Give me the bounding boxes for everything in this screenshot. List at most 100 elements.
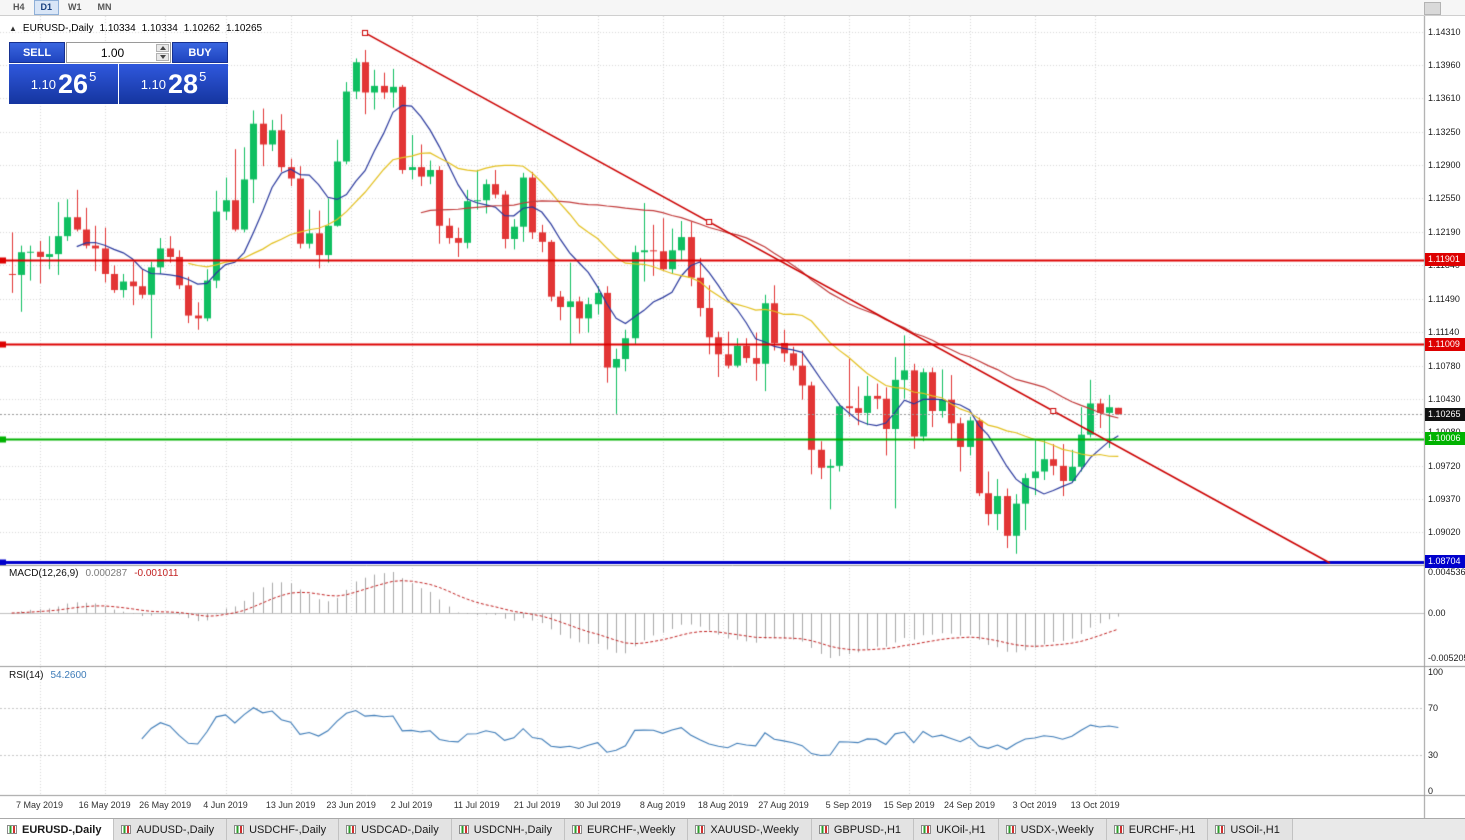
- rsi-axis-label: 0: [1428, 786, 1434, 796]
- chart-tab-xauusd-weekly[interactable]: XAUUSD-,Weekly: [688, 819, 812, 840]
- volume-spinner: [156, 44, 169, 61]
- scrollbar-thumb[interactable]: [1424, 2, 1441, 15]
- timeframe-toolbar: H4 D1 W1 MN: [0, 0, 1465, 16]
- volume-value: 1.00: [100, 45, 125, 60]
- date-axis-label: 23 Jun 2019: [326, 800, 376, 810]
- chart-tab-label: USOil-,H1: [1230, 823, 1280, 836]
- chart-tab-label: USDX-,Weekly: [1020, 823, 1094, 836]
- timeframe-button-w1[interactable]: W1: [68, 2, 82, 12]
- date-axis-label: 5 Sep 2019: [825, 800, 872, 810]
- macd-main-value: 0.000287: [85, 568, 128, 579]
- chart-tab-label: GBPUSD-,H1: [833, 823, 902, 836]
- price-axis-label: 1.11490: [1428, 293, 1460, 304]
- macd-signal-value: -0.001011: [134, 568, 179, 579]
- timeframe-button-mn[interactable]: MN: [97, 2, 112, 12]
- date-axis-label: 8 Aug 2019: [639, 800, 686, 810]
- chart-window: ▲ EURUSD-,Daily 1.10334 1.10334 1.10 26 2 …: [0, 16, 1465, 818]
- rsi-indicator-label: RSI(14) 54.2600: [9, 670, 87, 681]
- volume-input[interactable]: 1.00: [66, 42, 171, 63]
- chart-icon: [458, 825, 469, 834]
- one-click-collapse-arrow[interactable]: ▲: [9, 24, 17, 33]
- chart-tab-label: USDCNH-,Daily: [473, 823, 552, 836]
- ask-prefix: 1.10: [140, 76, 167, 92]
- price-tag: 1.11901: [1425, 253, 1465, 267]
- price-axis-label: 1.13960: [1428, 60, 1461, 71]
- chart-icon: [1113, 825, 1124, 834]
- price-tag: 1.08704: [1425, 555, 1465, 569]
- date-axis-label: 3 Oct 2019: [1012, 800, 1057, 810]
- price-chart-canvas[interactable]: [0, 16, 1465, 818]
- date-axis-label: 30 Jul 2019: [574, 800, 621, 810]
- chart-tab-usdcnh-daily[interactable]: USDCNH-,Daily: [451, 819, 565, 840]
- macd-axis-label: 0.004536: [1428, 567, 1465, 577]
- high-value: 1.10334: [141, 23, 178, 34]
- timeframe-button-d1[interactable]: D1: [33, 0, 60, 15]
- bid-pipette: 5: [89, 68, 97, 84]
- bid-big-digits: 26: [58, 68, 89, 99]
- timeframe-button-h4[interactable]: H4: [13, 2, 25, 12]
- date-axis-label: 2 Jul 2019: [390, 800, 433, 810]
- macd-axis-label: 0.00: [1428, 608, 1446, 619]
- chart-tab-label: XAUUSD-,Weekly: [710, 823, 799, 836]
- chart-tab-audusd-daily[interactable]: AUDUSD-,Daily: [114, 819, 228, 840]
- rsi-name: RSI(14): [9, 670, 44, 681]
- buy-button[interactable]: BUY: [172, 42, 228, 63]
- ask-pipette: 5: [199, 68, 207, 84]
- date-axis-label: 27 Aug 2019: [758, 800, 809, 810]
- chart-tab-bar: EURUSD-,Daily AUDUSD-,Daily USDCHF-,Daily U…: [0, 818, 1465, 840]
- date-axis-label: 15 Sep 2019: [883, 800, 935, 810]
- buy-price-button[interactable]: 1.10 28 5: [119, 64, 228, 104]
- chart-tab-usdx-weekly[interactable]: USDX-,Weekly: [998, 819, 1107, 840]
- volume-increase-button[interactable]: [156, 44, 169, 52]
- price-axis-label: 1.12190: [1428, 227, 1461, 238]
- chart-tab-eurchf-weekly[interactable]: EURCHF-,Weekly: [564, 819, 689, 840]
- date-axis-label: 13 Oct 2019: [1070, 800, 1120, 810]
- chart-tab-eurusd-daily[interactable]: EURUSD-,Daily: [0, 819, 115, 840]
- price-axis-label: 1.12550: [1428, 193, 1461, 204]
- rsi-axis-label: 100: [1428, 667, 1444, 677]
- volume-decrease-button[interactable]: [156, 53, 169, 61]
- sell-price-button[interactable]: 1.10 26 5: [9, 64, 118, 104]
- chart-icon: [234, 825, 245, 834]
- chart-icon: [695, 825, 706, 834]
- date-axis-label: 26 May 2019: [139, 800, 192, 810]
- chart-tab-ukoil-h1[interactable]: UKOil-,H1: [914, 819, 999, 840]
- price-axis-label: 1.09370: [1428, 493, 1461, 504]
- chart-tab-usdchf-daily[interactable]: USDCHF-,Daily: [227, 819, 340, 840]
- low-value: 1.10262: [183, 23, 220, 34]
- price-axis-label: 1.13250: [1428, 127, 1461, 138]
- chart-icon: [818, 825, 829, 834]
- chart-tab-label: USDCHF-,Daily: [249, 823, 327, 836]
- macd-axis-label: -0.005205: [1428, 653, 1465, 663]
- chart-ohlc-header: ▲ EURUSD-,Daily 1.10334 1.10334 1.10262 …: [9, 23, 262, 34]
- price-tag: 1.11009: [1425, 337, 1465, 351]
- price-axis-label: 1.10430: [1428, 393, 1461, 404]
- macd-name: MACD(12,26,9): [9, 568, 79, 579]
- price-axis-label: 1.13610: [1428, 93, 1461, 104]
- chart-tab-usdcad-daily[interactable]: USDCAD-,Daily: [339, 819, 452, 840]
- date-axis-label: 21 Jul 2019: [513, 800, 561, 810]
- chart-tab-gbpusd-h1[interactable]: GBPUSD-,H1: [811, 819, 915, 840]
- date-axis-label: 7 May 2019: [16, 800, 64, 810]
- chart-icon: [121, 825, 132, 834]
- macd-indicator-label: MACD(12,26,9) 0.000287 -0.001011: [9, 568, 178, 579]
- symbol-period-label: EURUSD-,Daily: [22, 23, 94, 34]
- chart-icon: [1215, 825, 1226, 834]
- price-axis-label: 1.10080: [1428, 427, 1461, 437]
- date-axis-label: 4 Jun 2019: [203, 800, 248, 810]
- date-axis-label: 13 Jun 2019: [265, 800, 316, 810]
- open-value: 1.10334: [99, 23, 136, 34]
- ask-big-digits: 28: [168, 68, 199, 99]
- chart-tab-label: AUDUSD-,Daily: [136, 823, 215, 836]
- chart-tab-usoil-h1[interactable]: USOil-,H1: [1208, 819, 1293, 840]
- one-click-trading-panel: SELL 1.00 BUY 1.10 26 5 1.10 28 5: [9, 42, 228, 104]
- price-axis-label: 1.09720: [1428, 460, 1461, 471]
- sell-button[interactable]: SELL: [9, 42, 65, 63]
- chart-tab-label: EURCHF-,Weekly: [586, 823, 676, 836]
- date-axis-label: 24 Sep 2019: [944, 800, 996, 810]
- price-axis-label: 1.14310: [1428, 27, 1461, 37]
- chart-icon: [346, 825, 357, 834]
- chart-tab-label: EURUSD-,Daily: [22, 823, 102, 836]
- price-axis-label: 1.09020: [1428, 527, 1461, 537]
- chart-tab-eurchf-h1[interactable]: EURCHF-,H1: [1106, 819, 1209, 840]
